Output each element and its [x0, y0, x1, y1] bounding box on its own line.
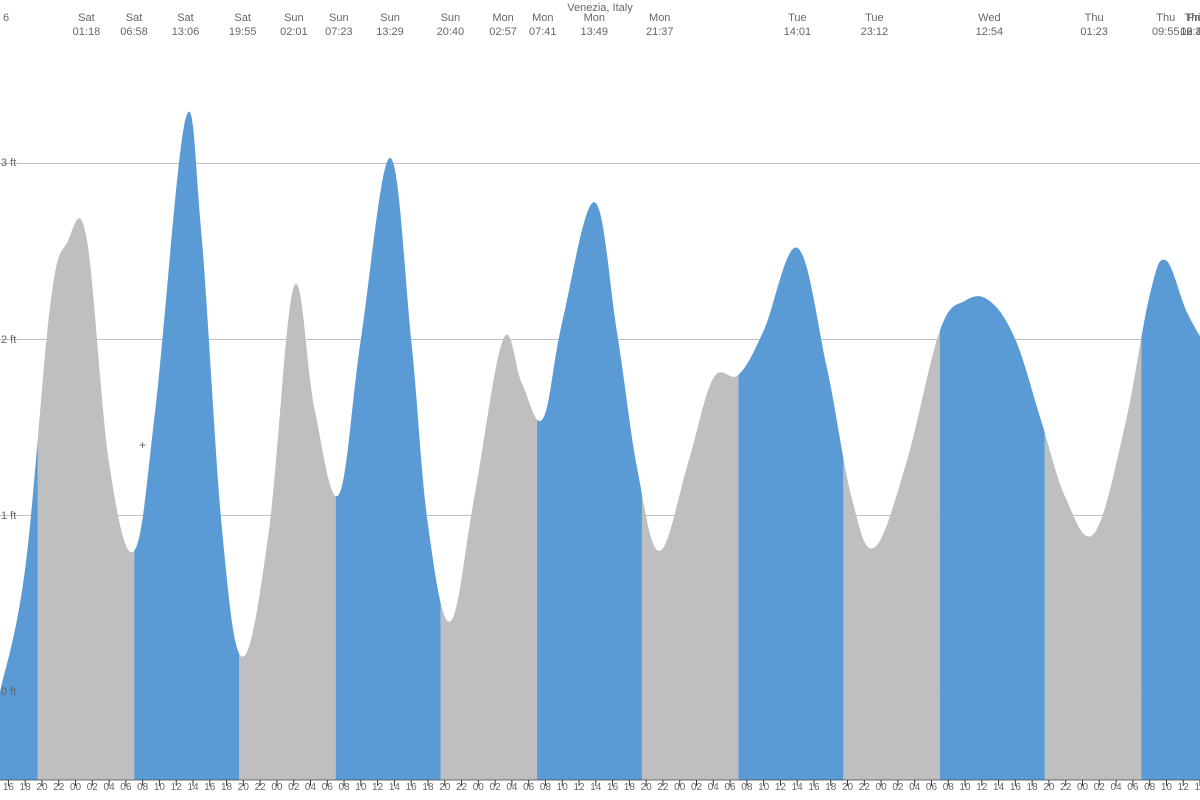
top-time-label: Thu09:55 — [1152, 12, 1180, 40]
x-hour-label: 00 — [473, 782, 484, 793]
x-hour-label: 02 — [892, 782, 903, 793]
x-hour-label: 08 — [540, 782, 551, 793]
x-hour-label: 14 — [187, 782, 198, 793]
x-hour-label: 20 — [842, 782, 853, 793]
top-time-label: Sat19:55 — [229, 12, 257, 40]
x-hour-label: 06 — [926, 782, 937, 793]
x-hour-label: 18 — [221, 782, 232, 793]
x-hour-label: 06 — [523, 782, 534, 793]
x-hour-label: 08 — [943, 782, 954, 793]
y-tick-label: 3 ft — [1, 157, 16, 169]
top-time-label: Fri02:36 — [1180, 12, 1200, 40]
x-hour-label: 06 — [725, 782, 736, 793]
top-time-label: Sat13:06 — [172, 12, 200, 40]
x-hour-label: 20 — [641, 782, 652, 793]
top-time-label: Thu01:23 — [1080, 12, 1108, 40]
x-hour-label: 12 — [372, 782, 383, 793]
x-hour-label: 04 — [909, 782, 920, 793]
top-time-label: Sat06:58 — [120, 12, 148, 40]
x-hour-label: 02 — [1094, 782, 1105, 793]
x-hour-label: 08 — [137, 782, 148, 793]
top-time-label: 6 — [3, 12, 9, 26]
x-hour-label: 10 — [355, 782, 366, 793]
x-hour-label: 14 — [993, 782, 1004, 793]
x-hour-label: 10 — [758, 782, 769, 793]
chart-svg — [0, 0, 1200, 800]
x-hour-label: 10 — [1161, 782, 1172, 793]
x-hour-label: 02 — [87, 782, 98, 793]
top-time-label: Mon13:49 — [581, 12, 609, 40]
x-hour-label: 10 — [557, 782, 568, 793]
y-tick-label: 2 ft — [1, 334, 16, 346]
x-hour-label: 18 — [422, 782, 433, 793]
top-time-label: Sun13:29 — [376, 12, 404, 40]
x-hour-label: 16 — [204, 782, 215, 793]
x-hour-label: 16 — [607, 782, 618, 793]
x-hour-label: 00 — [1077, 782, 1088, 793]
top-time-label: Wed12:54 — [976, 12, 1004, 40]
top-time-label: Mon21:37 — [646, 12, 674, 40]
x-hour-label: 12 — [775, 782, 786, 793]
x-hour-label: 18 — [825, 782, 836, 793]
x-hour-label: 00 — [876, 782, 887, 793]
x-hour-label: 10 — [959, 782, 970, 793]
x-hour-label: 06 — [1127, 782, 1138, 793]
x-hour-label: 04 — [1111, 782, 1122, 793]
x-hour-label: 02 — [490, 782, 501, 793]
top-time-label: Sun02:01 — [280, 12, 308, 40]
top-time-label: Tue23:12 — [861, 12, 889, 40]
top-time-label: Mon02:57 — [489, 12, 517, 40]
x-hour-label: 18 — [20, 782, 31, 793]
top-time-label: Sun20:40 — [437, 12, 465, 40]
x-hour-label: 04 — [506, 782, 517, 793]
x-hour-label: 20 — [36, 782, 47, 793]
x-hour-label: 20 — [238, 782, 249, 793]
x-hour-label: 20 — [1043, 782, 1054, 793]
x-hour-label: 22 — [1060, 782, 1071, 793]
top-time-label: Tue14:01 — [784, 12, 812, 40]
x-hour-label: 22 — [657, 782, 668, 793]
x-hour-label: 22 — [859, 782, 870, 793]
x-hour-label: 16 — [406, 782, 417, 793]
x-hour-label: 10 — [154, 782, 165, 793]
x-hour-label: 12 — [573, 782, 584, 793]
x-hour-label: 00 — [271, 782, 282, 793]
x-hour-label: 14 — [1194, 782, 1200, 793]
top-time-label: Sun07:23 — [325, 12, 353, 40]
x-hour-label: 12 — [171, 782, 182, 793]
x-hour-label: 20 — [439, 782, 450, 793]
x-hour-label: 14 — [590, 782, 601, 793]
x-hour-label: 18 — [624, 782, 635, 793]
x-hour-label: 14 — [792, 782, 803, 793]
y-tick-label: 0 ft — [1, 686, 16, 698]
x-hour-label: 04 — [708, 782, 719, 793]
x-hour-label: 00 — [674, 782, 685, 793]
x-hour-label: 16 — [1010, 782, 1021, 793]
x-hour-label: 02 — [288, 782, 299, 793]
x-hour-label: 06 — [322, 782, 333, 793]
x-hour-label: 08 — [741, 782, 752, 793]
x-hour-label: 08 — [1144, 782, 1155, 793]
x-hour-label: 12 — [1178, 782, 1189, 793]
x-hour-label: 16 — [808, 782, 819, 793]
x-hour-label: 22 — [456, 782, 467, 793]
x-hour-label: 00 — [70, 782, 81, 793]
y-tick-label: 1 ft — [1, 510, 16, 522]
x-hour-label: 16 — [3, 782, 14, 793]
x-hour-label: 04 — [104, 782, 115, 793]
x-hour-label: 06 — [120, 782, 131, 793]
x-hour-label: 14 — [389, 782, 400, 793]
x-hour-label: 08 — [338, 782, 349, 793]
top-time-label: Sat01:18 — [73, 12, 101, 40]
top-time-label: Mon07:41 — [529, 12, 557, 40]
x-hour-label: 22 — [53, 782, 64, 793]
tide-chart: Venezia, Italy 1618202200020406081012141… — [0, 0, 1200, 800]
x-hour-label: 18 — [1027, 782, 1038, 793]
x-hour-label: 12 — [976, 782, 987, 793]
x-hour-label: 02 — [691, 782, 702, 793]
x-hour-label: 04 — [305, 782, 316, 793]
x-hour-label: 22 — [255, 782, 266, 793]
crosshair-marker: + — [139, 439, 146, 451]
